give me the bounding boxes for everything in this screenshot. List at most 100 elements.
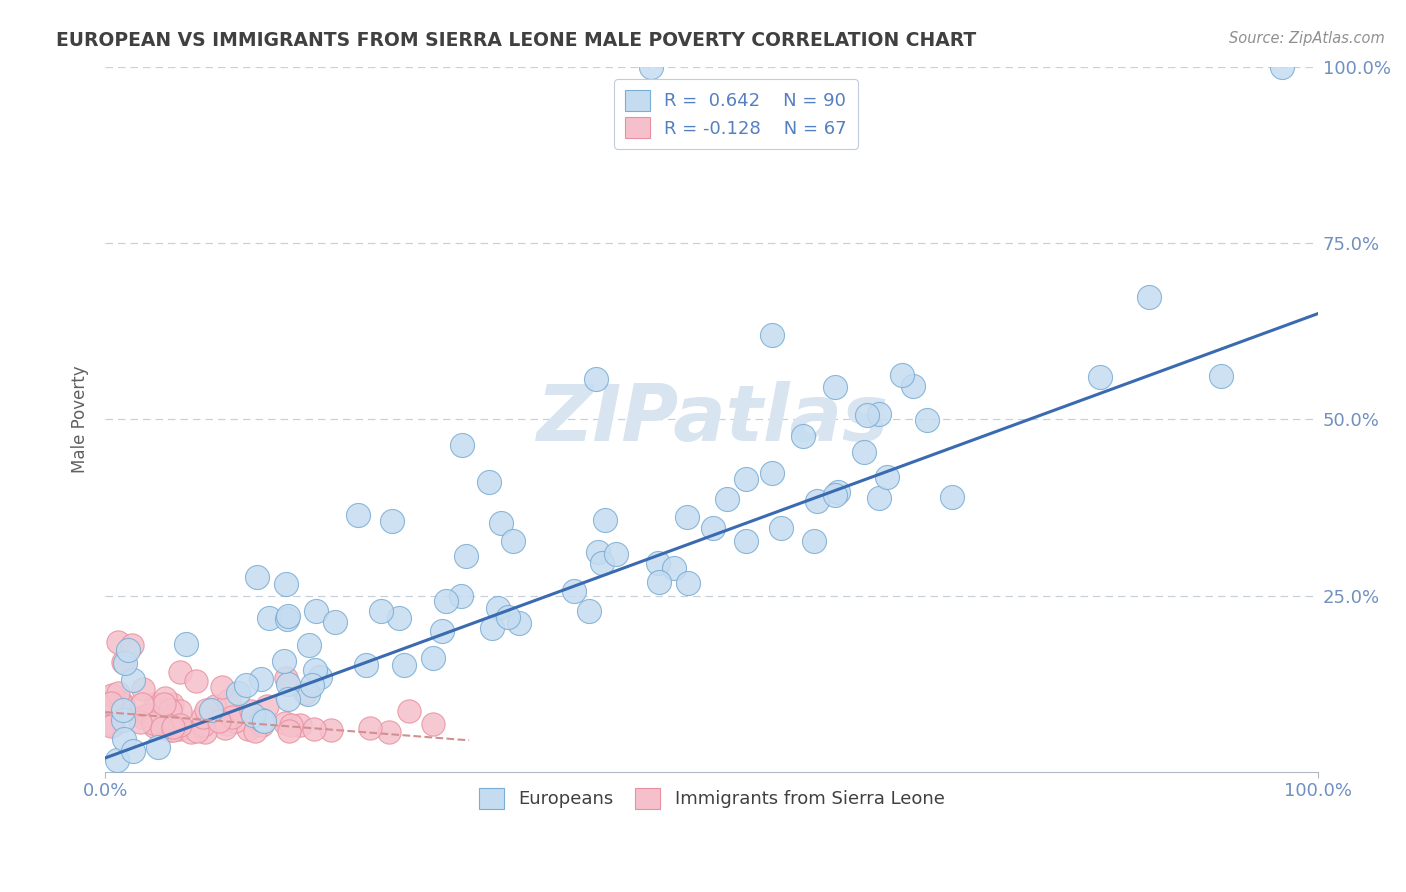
Point	[245, 712, 267, 726]
Point	[211, 681, 233, 695]
Point	[148, 739, 170, 754]
Point	[309, 670, 332, 684]
Point	[273, 716, 295, 731]
Point	[761, 466, 783, 480]
Point	[200, 703, 222, 717]
Point	[277, 609, 299, 624]
Point	[111, 703, 134, 717]
Point	[249, 673, 271, 687]
Point	[354, 657, 377, 672]
Text: ZIPatlas: ZIPatlas	[536, 382, 887, 458]
Point	[855, 408, 877, 422]
Point	[734, 534, 756, 549]
Point	[169, 705, 191, 719]
Point	[716, 492, 738, 507]
Point	[153, 697, 176, 711]
Point	[591, 557, 613, 571]
Point	[200, 703, 222, 717]
Point	[238, 722, 260, 736]
Point	[112, 713, 135, 727]
Point	[245, 724, 267, 739]
Point	[198, 707, 221, 722]
Point	[876, 469, 898, 483]
Point	[274, 671, 297, 685]
Point	[224, 714, 246, 728]
Point	[159, 703, 181, 717]
Point	[174, 637, 197, 651]
Point	[105, 753, 128, 767]
Point	[294, 686, 316, 700]
Point	[160, 697, 183, 711]
Point	[100, 719, 122, 733]
Point	[422, 717, 444, 731]
Point	[107, 686, 129, 700]
Point	[250, 718, 273, 732]
Point	[1271, 60, 1294, 74]
Point	[112, 732, 135, 747]
Point	[121, 638, 143, 652]
Point	[207, 714, 229, 728]
Point	[193, 710, 215, 724]
Point	[122, 673, 145, 687]
Point	[451, 437, 474, 451]
Point	[186, 723, 208, 738]
Point	[450, 590, 472, 604]
Point	[100, 696, 122, 710]
Point	[131, 698, 153, 712]
Point	[153, 690, 176, 705]
Legend: Europeans, Immigrants from Sierra Leone: Europeans, Immigrants from Sierra Leone	[471, 780, 952, 816]
Point	[129, 715, 152, 730]
Point	[359, 721, 381, 735]
Point	[276, 611, 298, 625]
Point	[761, 327, 783, 342]
Text: EUROPEAN VS IMMIGRANTS FROM SIERRA LEONE MALE POVERTY CORRELATION CHART: EUROPEAN VS IMMIGRANTS FROM SIERRA LEONE…	[56, 31, 977, 50]
Point	[180, 724, 202, 739]
Point	[169, 723, 191, 737]
Point	[169, 665, 191, 679]
Point	[702, 521, 724, 535]
Point	[277, 677, 299, 691]
Point	[398, 704, 420, 718]
Point	[321, 723, 343, 738]
Point	[481, 621, 503, 635]
Point	[112, 697, 135, 711]
Point	[302, 722, 325, 736]
Y-axis label: Male Poverty: Male Poverty	[72, 366, 89, 473]
Point	[388, 610, 411, 624]
Point	[585, 372, 607, 386]
Point	[486, 600, 509, 615]
Point	[806, 494, 828, 508]
Point	[676, 575, 699, 590]
Point	[276, 577, 298, 591]
Point	[218, 693, 240, 707]
Point	[664, 561, 686, 575]
Point	[214, 721, 236, 735]
Point	[853, 445, 876, 459]
Point	[250, 713, 273, 727]
Point	[456, 549, 478, 563]
Point	[132, 682, 155, 697]
Point	[496, 610, 519, 624]
Point	[162, 723, 184, 737]
Point	[280, 718, 302, 732]
Point	[377, 725, 399, 739]
Point	[191, 718, 214, 732]
Point	[868, 407, 890, 421]
Point	[735, 472, 758, 486]
Point	[114, 657, 136, 671]
Point	[143, 697, 166, 711]
Point	[803, 533, 825, 548]
Point	[235, 677, 257, 691]
Point	[297, 638, 319, 652]
Point	[325, 615, 347, 629]
Point	[184, 673, 207, 688]
Point	[131, 710, 153, 724]
Point	[257, 611, 280, 625]
Text: Source: ZipAtlas.com: Source: ZipAtlas.com	[1229, 31, 1385, 46]
Point	[240, 704, 263, 718]
Point	[346, 508, 368, 523]
Point	[434, 594, 457, 608]
Point	[121, 744, 143, 758]
Point	[157, 718, 180, 732]
Point	[824, 379, 846, 393]
